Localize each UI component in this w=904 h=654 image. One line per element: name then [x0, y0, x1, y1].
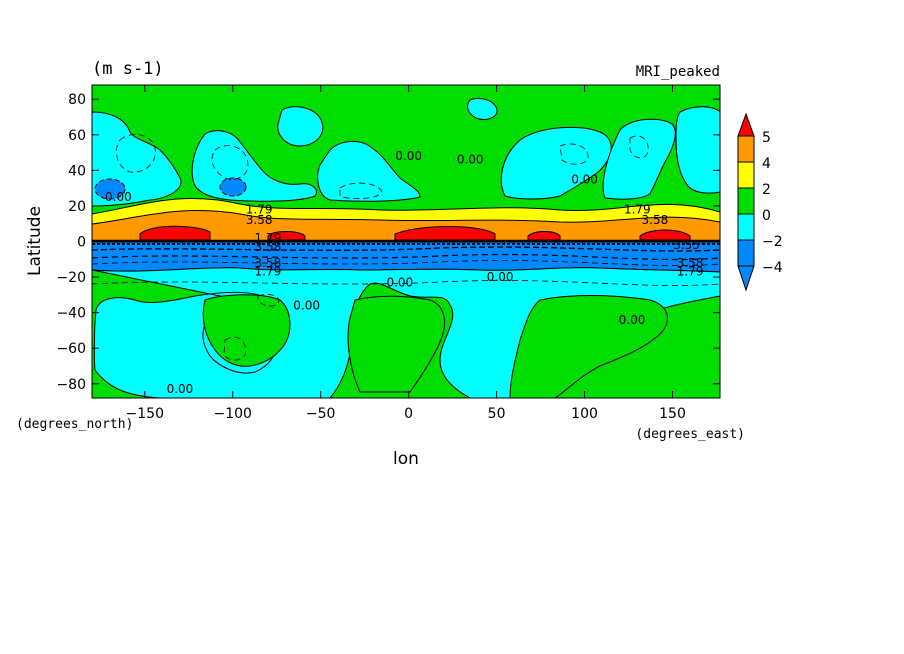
- x-tick-label: −150: [126, 406, 164, 422]
- nh-blue-spot-2: [219, 177, 247, 197]
- contour-label: 0.00: [571, 172, 598, 186]
- x-tick-label: −100: [214, 406, 252, 422]
- sh-green-2: [347, 295, 446, 393]
- contour-label: 3.58: [255, 240, 282, 254]
- x-units-label: (degrees_east): [635, 427, 745, 442]
- colorbar-tick-label: 5: [762, 130, 771, 146]
- contour-label: 3.58: [677, 256, 704, 270]
- sh-green-1: [202, 294, 291, 367]
- colorbar-box-0-2: [737, 187, 755, 215]
- colorbar-tick-label: 2: [762, 182, 771, 198]
- y-tick-label: 80: [68, 92, 86, 108]
- colorbar-tick-label: 0: [762, 208, 771, 224]
- model-label: MRI_peaked: [636, 64, 720, 80]
- contour-label: 1.79: [624, 202, 651, 216]
- contour-label: 3.58: [246, 213, 273, 227]
- nh-cyan-6: [500, 126, 612, 200]
- x-tick-label: 100: [571, 406, 598, 422]
- colorbar: 5 4 2 0 −2 −4: [737, 112, 783, 292]
- contour-label: 3.58: [642, 213, 669, 227]
- contour-label: 0.00: [395, 149, 422, 163]
- contour-label: 0.00: [487, 270, 514, 284]
- x-tick-label: 50: [488, 406, 506, 422]
- nh-cyan-7: [602, 118, 676, 200]
- contour-label: 3.55: [673, 238, 700, 252]
- nh-red-core-3: [394, 226, 496, 241]
- nh-red-core-1: [139, 225, 211, 241]
- y-tick-label: −20: [56, 270, 86, 286]
- nh-band-orange: [92, 210, 720, 243]
- nh-red-core-5: [639, 229, 691, 241]
- colorbar-box-m2-0: [737, 213, 755, 241]
- y-axis-title: Latitude: [25, 206, 45, 276]
- y-tick-label: −80: [56, 377, 86, 393]
- contour-label: 0.00: [457, 153, 484, 167]
- nh-red-core-4: [527, 231, 561, 241]
- y-tick-label: 40: [68, 163, 86, 179]
- contour-label: 1.79: [246, 202, 273, 216]
- colorbar-box-2-4: [737, 161, 755, 189]
- contour-label: 0.00: [293, 299, 320, 313]
- y-tick-label: 20: [68, 199, 86, 215]
- contour-label: 1.79: [677, 265, 704, 279]
- y-tick-label: 60: [68, 128, 86, 144]
- colorbar-tick-label: 4: [762, 156, 771, 172]
- contour-label: 0.00: [386, 275, 413, 289]
- contour-label: 0.00: [105, 190, 132, 204]
- colorbar-bottom-arrow: [737, 265, 755, 292]
- colorbar-tick-label: −2: [762, 234, 783, 250]
- x-tick-label: 0: [404, 406, 413, 422]
- y-units-label: (degrees_north): [16, 417, 133, 432]
- contour-label: 0.00: [619, 313, 646, 327]
- contour-label: 3.58: [255, 256, 282, 270]
- colorbar-top-arrow: [737, 112, 755, 137]
- y-tick-label: 0: [77, 235, 86, 251]
- equator-lines: [92, 239, 720, 252]
- nh-cyan-8: [675, 106, 720, 194]
- x-tick-label: 150: [659, 406, 686, 422]
- nh-cyan-5: [467, 97, 498, 121]
- x-axis-title: lon: [393, 449, 419, 469]
- contour-label: 1.79: [255, 231, 282, 245]
- x-tick-label: −50: [306, 406, 336, 422]
- x-axis: −150 −100 −50 0 50 100 150: [126, 85, 686, 422]
- y-tick-label: −40: [56, 306, 86, 322]
- contour-field: [92, 85, 720, 398]
- y-tick-label: −60: [56, 341, 86, 357]
- contour-label: 0.00: [167, 382, 194, 396]
- sh-green-3: [509, 295, 668, 398]
- colorbar-tick-label: −4: [762, 260, 783, 276]
- colorbar-box-4-5: [737, 135, 755, 163]
- nh-cyan-3: [277, 106, 324, 147]
- nh-blue-spot-1: [94, 178, 126, 200]
- contour-labels: 0.000.00 0.000.001.793.581.793.581.793.58…: [105, 149, 703, 396]
- units-label: (m s-1): [92, 59, 164, 79]
- nh-red-core-2: [267, 231, 306, 241]
- colorbar-box-below-m2: [737, 239, 755, 267]
- y-axis: 80 60 40 20 0 −20 −40 −60 −80: [56, 92, 720, 393]
- contour-label: 1.79: [255, 265, 282, 279]
- dashed-contours: [92, 134, 720, 361]
